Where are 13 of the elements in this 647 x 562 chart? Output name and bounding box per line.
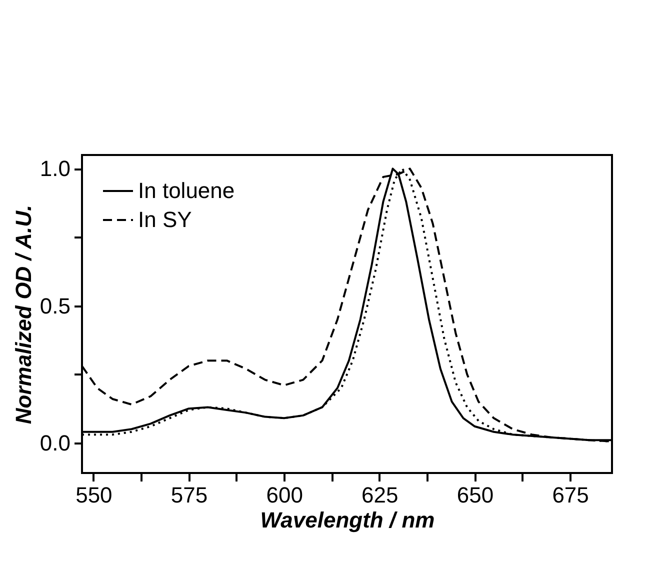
y-tick-label: 1.0	[40, 156, 70, 182]
y-axis-title: Normalized OD / A.U.	[10, 204, 36, 424]
x-tick-label: 575	[170, 482, 208, 508]
x-tick-label: 625	[362, 482, 398, 508]
legend-label: In SY	[138, 207, 192, 232]
x-axis-title: Wavelength / nm	[260, 508, 435, 532]
x-tick-label: 675	[552, 482, 589, 508]
x-tick-label: 550	[76, 482, 112, 508]
y-tick-label: 0.5	[40, 293, 70, 318]
y-tick-label: 0.0	[40, 430, 70, 456]
legend-label: In toluene	[138, 178, 235, 203]
x-tick-label: 650	[456, 482, 494, 508]
x-tick-label: 600	[266, 482, 303, 508]
